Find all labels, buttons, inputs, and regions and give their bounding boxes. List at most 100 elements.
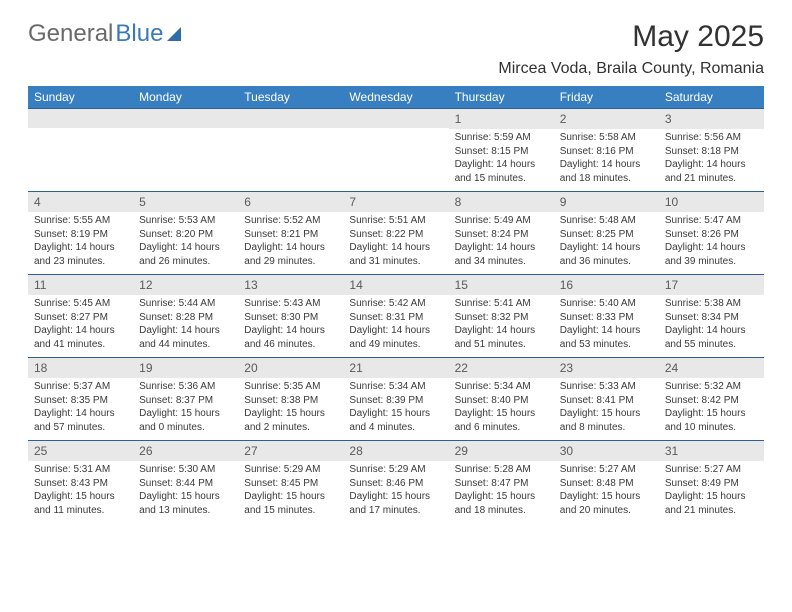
day-info-line: Sunrise: 5:34 AM [347,380,444,394]
day-info-line: Daylight: 14 hours [242,324,339,338]
day-info-line: Daylight: 14 hours [242,241,339,255]
day-number [28,109,133,128]
month-title: May 2025 [498,20,764,54]
day-cell: 16Sunrise: 5:40 AMSunset: 8:33 PMDayligh… [554,275,659,357]
day-cell: 9Sunrise: 5:48 AMSunset: 8:25 PMDaylight… [554,192,659,274]
day-number: 28 [343,441,448,461]
day-info-line: Sunset: 8:38 PM [242,394,339,408]
day-info-line: Sunrise: 5:52 AM [242,214,339,228]
day-of-week-header: Sunday Monday Tuesday Wednesday Thursday… [28,86,764,108]
day-number: 17 [659,275,764,295]
weeks-container: 1Sunrise: 5:59 AMSunset: 8:15 PMDaylight… [28,108,764,523]
day-info-line: Sunset: 8:45 PM [242,477,339,491]
day-info-line: and 31 minutes. [347,255,444,269]
day-info-line: Sunset: 8:35 PM [32,394,129,408]
day-number [343,109,448,128]
day-cell: 15 Sunrise: 5:41 AMSunset: 8:32 PMDayligh… [449,275,554,357]
brand-part2: Blue [115,20,163,48]
day-info-line: Daylight: 14 hours [137,241,234,255]
dow-tuesday: Tuesday [238,86,343,108]
day-info-line: Sunrise: 5:45 AM [32,297,129,311]
day-info-line: Daylight: 15 hours [453,490,550,504]
day-number: 7 [343,192,448,212]
day-number: 12 [133,275,238,295]
day-info-line: Sunrise: 5:36 AM [137,380,234,394]
location-subtitle: Mircea Voda, Braila County, Romania [498,60,764,78]
day-number: 3 [659,109,764,129]
day-info-line: Daylight: 14 hours [558,158,655,172]
day-number: 8 [449,192,554,212]
day-info-line: and 2 minutes. [242,421,339,435]
day-info-line: and 6 minutes. [453,421,550,435]
day-info-line: Daylight: 15 hours [347,407,444,421]
day-number: 15 [449,275,554,295]
day-info-line: Sunrise: 5:58 AM [558,131,655,145]
day-info-line: Sunrise: 5:29 AM [242,463,339,477]
day-info-line: and 29 minutes. [242,255,339,269]
day-info-line: Daylight: 14 hours [453,241,550,255]
day-info-line: Sunrise: 5:53 AM [137,214,234,228]
day-info-line: and 34 minutes. [453,255,550,269]
day-number: 26 [133,441,238,461]
brand-logo: General Blue [28,20,181,48]
day-info-line: Daylight: 14 hours [32,407,129,421]
day-number: 9 [554,192,659,212]
day-cell: 3Sunrise: 5:56 AMSunset: 8:18 PMDaylight… [659,109,764,191]
day-info-line: Sunrise: 5:44 AM [137,297,234,311]
dow-saturday: Saturday [659,86,764,108]
day-info-line: Sunset: 8:33 PM [558,311,655,325]
day-info-line: and 44 minutes. [137,338,234,352]
day-info-line: Sunset: 8:39 PM [347,394,444,408]
dow-wednesday: Wednesday [343,86,448,108]
day-info-line: Sunset: 8:24 PM [453,228,550,242]
week-row: 11Sunrise: 5:45 AMSunset: 8:27 PMDayligh… [28,274,764,357]
day-cell: 28 Sunrise: 5:29 AMSunset: 8:46 PMDayligh… [343,441,448,523]
day-number: 2 [554,109,659,129]
day-info-line: Sunrise: 5:29 AM [347,463,444,477]
day-cell: 23Sunrise: 5:33 AMSunset: 8:41 PMDayligh… [554,358,659,440]
day-info-line: Sunset: 8:32 PM [453,311,550,325]
day-info-line: Sunset: 8:30 PM [242,311,339,325]
day-info-line: and 15 minutes. [242,504,339,518]
day-cell: 22Sunrise: 5:34 AMSunset: 8:40 PMDayligh… [449,358,554,440]
day-info-line: Sunrise: 5:49 AM [453,214,550,228]
day-info-line: Daylight: 15 hours [137,490,234,504]
day-info-line: Sunrise: 5:33 AM [558,380,655,394]
day-info-line: Sunset: 8:26 PM [663,228,760,242]
day-cell: 26Sunrise: 5:30 AMSunset: 8:44 PMDayligh… [133,441,238,523]
day-info-line: Daylight: 14 hours [453,324,550,338]
day-number: 29 [449,441,554,461]
day-number: 1 [449,109,554,129]
day-cell: 6Sunrise: 5:52 AMSunset: 8:21 PMDaylight… [238,192,343,274]
day-cell: 5Sunrise: 5:53 AMSunset: 8:20 PMDaylight… [133,192,238,274]
day-cell: 19Sunrise: 5:36 AMSunset: 8:37 PMDayligh… [133,358,238,440]
day-info-line: Daylight: 15 hours [242,407,339,421]
day-number: 19 [133,358,238,378]
day-info-line: and 49 minutes. [347,338,444,352]
day-info-line: Daylight: 15 hours [347,490,444,504]
day-info-line: and 23 minutes. [32,255,129,269]
day-info-line: and 11 minutes. [32,504,129,518]
dow-thursday: Thursday [449,86,554,108]
day-info-line: Sunrise: 5:41 AM [453,297,550,311]
day-number: 16 [554,275,659,295]
day-info-line: and 26 minutes. [137,255,234,269]
day-cell: 31Sunrise: 5:27 AMSunset: 8:49 PMDayligh… [659,441,764,523]
day-info-line: Daylight: 15 hours [663,407,760,421]
day-info-line: Sunset: 8:16 PM [558,145,655,159]
day-number: 20 [238,358,343,378]
week-row: 1Sunrise: 5:59 AMSunset: 8:15 PMDaylight… [28,108,764,191]
day-info-line: Sunset: 8:46 PM [347,477,444,491]
day-info-line: and 51 minutes. [453,338,550,352]
day-info-line: and 15 minutes. [453,172,550,186]
day-info-line: Sunset: 8:34 PM [663,311,760,325]
day-info-line: Sunrise: 5:43 AM [242,297,339,311]
calendar-page: General Blue May 2025 Mircea Voda, Brail… [0,0,792,533]
day-info-line: Sunrise: 5:42 AM [347,297,444,311]
day-cell: 10Sunrise: 5:47 AMSunset: 8:26 PMDayligh… [659,192,764,274]
day-info-line: and 41 minutes. [32,338,129,352]
day-info-line: Sunset: 8:18 PM [663,145,760,159]
day-info-line: and 55 minutes. [663,338,760,352]
day-number [238,109,343,128]
day-cell: 25Sunrise: 5:31 AMSunset: 8:43 PMDayligh… [28,441,133,523]
